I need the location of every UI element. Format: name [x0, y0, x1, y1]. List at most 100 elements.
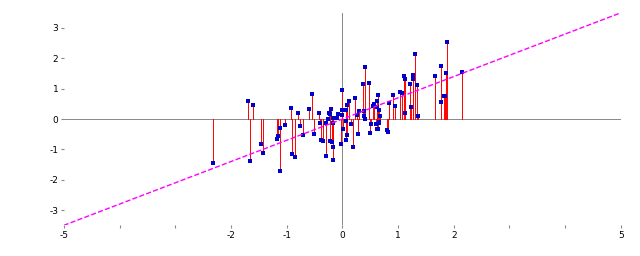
- Point: [323, 117, 333, 121]
- Point: [374, 108, 385, 112]
- Point: [307, 92, 317, 96]
- Point: [395, 90, 405, 94]
- Point: [337, 108, 347, 112]
- Point: [436, 64, 446, 68]
- Point: [367, 104, 378, 108]
- Point: [341, 138, 351, 142]
- Point: [208, 161, 218, 165]
- Point: [341, 108, 351, 112]
- Point: [245, 159, 255, 163]
- Point: [346, 122, 356, 126]
- Point: [441, 71, 451, 75]
- Point: [358, 81, 368, 86]
- Point: [316, 138, 326, 143]
- Point: [328, 145, 339, 149]
- Point: [440, 94, 450, 98]
- Point: [365, 131, 375, 135]
- Point: [400, 111, 410, 115]
- Point: [372, 105, 383, 109]
- Point: [390, 104, 400, 108]
- Point: [290, 155, 300, 159]
- Point: [248, 103, 258, 107]
- Point: [338, 127, 348, 131]
- Point: [442, 40, 452, 44]
- Point: [388, 93, 398, 97]
- Point: [399, 74, 410, 78]
- Point: [275, 126, 285, 130]
- Point: [457, 70, 467, 74]
- Point: [324, 138, 335, 143]
- Point: [365, 122, 376, 126]
- Point: [327, 140, 337, 144]
- Point: [328, 158, 339, 162]
- Point: [364, 81, 374, 85]
- Point: [384, 101, 394, 105]
- Point: [374, 120, 384, 124]
- Point: [372, 99, 382, 103]
- Point: [373, 93, 383, 97]
- Point: [360, 117, 370, 121]
- Point: [439, 94, 449, 98]
- Point: [369, 102, 379, 106]
- Point: [375, 114, 385, 118]
- Point: [360, 65, 371, 69]
- Point: [314, 111, 324, 115]
- Point: [303, 107, 314, 111]
- Point: [333, 112, 343, 116]
- Point: [381, 128, 392, 132]
- Point: [436, 100, 447, 104]
- Point: [397, 91, 407, 95]
- Point: [371, 127, 381, 131]
- Point: [341, 133, 351, 137]
- Point: [315, 121, 325, 125]
- Point: [413, 114, 423, 118]
- Point: [371, 122, 381, 126]
- Point: [324, 111, 334, 115]
- Point: [341, 119, 351, 123]
- Point: [292, 111, 303, 115]
- Point: [280, 123, 291, 127]
- Point: [275, 168, 285, 173]
- Point: [408, 73, 418, 77]
- Point: [383, 130, 393, 134]
- Point: [353, 132, 364, 136]
- Point: [256, 142, 266, 146]
- Point: [337, 113, 348, 118]
- Point: [295, 124, 305, 128]
- Point: [406, 105, 416, 109]
- Point: [359, 109, 369, 113]
- Point: [400, 77, 410, 81]
- Point: [328, 121, 339, 125]
- Point: [321, 121, 331, 125]
- Point: [325, 112, 335, 116]
- Point: [332, 115, 342, 120]
- Point: [359, 114, 369, 118]
- Point: [321, 154, 331, 158]
- Point: [372, 127, 383, 131]
- Point: [412, 83, 422, 87]
- Point: [243, 99, 253, 103]
- Point: [286, 106, 296, 110]
- Point: [344, 99, 354, 103]
- Point: [429, 74, 440, 78]
- Point: [352, 113, 362, 117]
- Point: [348, 145, 358, 149]
- Point: [309, 132, 319, 136]
- Point: [405, 82, 415, 86]
- Point: [328, 115, 338, 120]
- Point: [337, 88, 348, 92]
- Point: [271, 137, 282, 141]
- Point: [298, 133, 308, 137]
- Point: [410, 52, 420, 56]
- Point: [318, 139, 328, 143]
- Point: [258, 151, 268, 155]
- Point: [336, 142, 346, 146]
- Point: [355, 109, 365, 113]
- Point: [273, 134, 283, 138]
- Point: [342, 103, 352, 107]
- Point: [326, 107, 336, 111]
- Point: [287, 152, 298, 156]
- Point: [374, 121, 385, 125]
- Point: [408, 77, 419, 81]
- Point: [350, 96, 360, 100]
